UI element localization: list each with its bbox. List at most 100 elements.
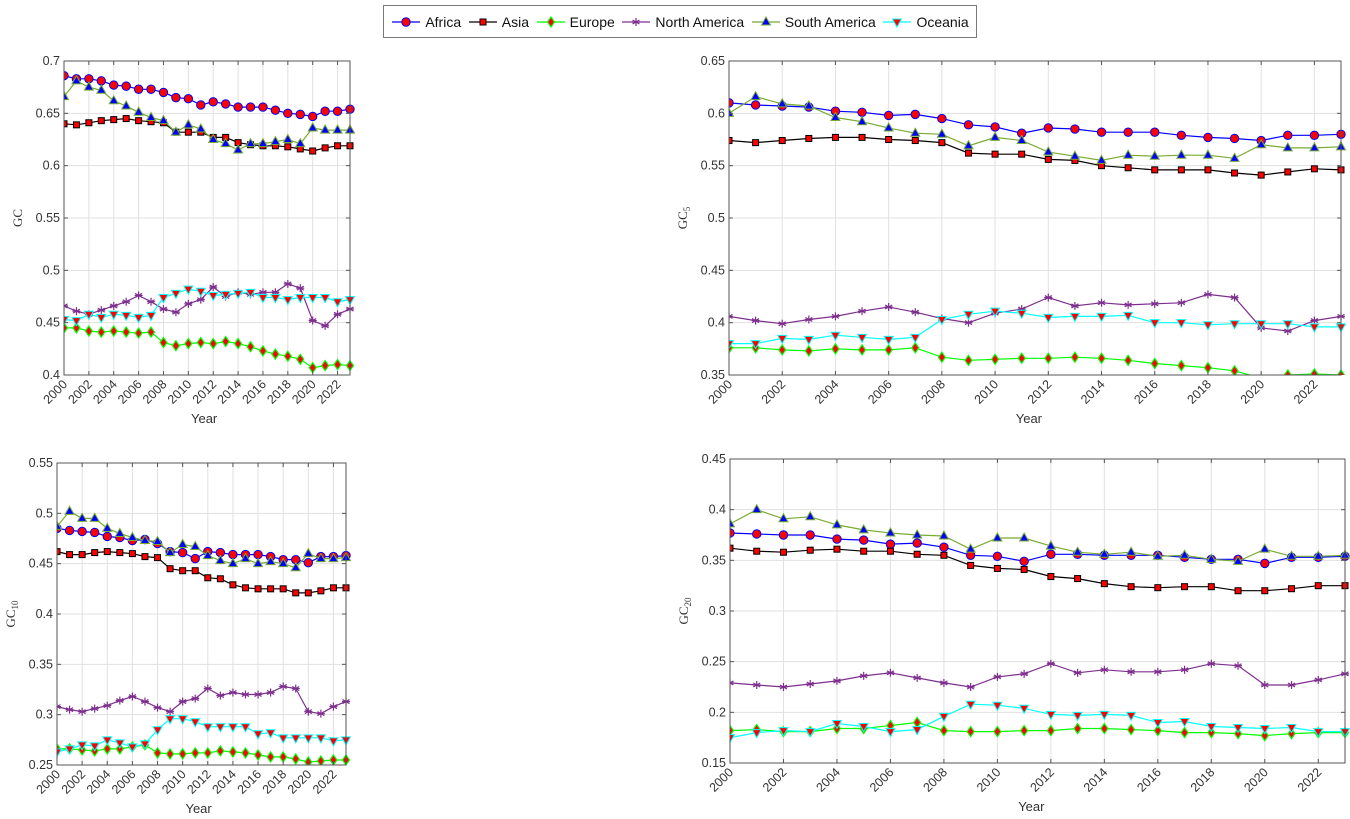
- data-point-south-america: [1122, 149, 1134, 159]
- data-point-north-america: [1150, 299, 1159, 308]
- y-tick-label: 0.35: [701, 368, 725, 382]
- series-line-south-america: [57, 510, 346, 569]
- y-tick-label: 0.45: [36, 316, 60, 330]
- series-group: [64, 70, 356, 374]
- data-point-asia: [1100, 580, 1108, 588]
- legend-swatch: [883, 18, 912, 28]
- data-point-south-america: [152, 535, 163, 546]
- data-point-south-america: [240, 552, 251, 563]
- data-point-south-america: [1179, 549, 1190, 559]
- data-point-europe: [221, 335, 230, 348]
- data-point-south-america: [751, 503, 763, 514]
- data-point-south-america: [127, 531, 138, 541]
- data-point-oceania: [170, 289, 182, 300]
- y-axis-label: GC: [10, 209, 25, 227]
- data-point-asia: [321, 144, 329, 152]
- y-tick-label: 0.55: [36, 211, 60, 225]
- y-tick-label: 0.3: [709, 604, 726, 618]
- data-point-oceania: [282, 296, 294, 306]
- data-point-oceania: [1282, 320, 1294, 330]
- data-point-africa: [910, 109, 920, 120]
- data-point-africa: [258, 102, 268, 112]
- data-point-europe: [1283, 368, 1293, 375]
- data-point-africa: [283, 108, 293, 119]
- data-point-asia: [329, 584, 337, 592]
- data-point-south-america: [830, 111, 841, 122]
- data-point-north-america: [859, 671, 868, 680]
- x-tick-label: 2002: [759, 377, 789, 407]
- data-point-oceania: [856, 333, 868, 344]
- x-tick-label: 2014: [1081, 765, 1111, 795]
- data-point-asia: [964, 149, 972, 157]
- data-point-oceania: [730, 734, 736, 744]
- data-point-europe: [171, 339, 181, 352]
- data-point-europe: [64, 321, 69, 334]
- data-point-south-america: [232, 143, 244, 154]
- data-point-north-america: [321, 321, 330, 330]
- series-line-africa: [729, 102, 1341, 142]
- data-point-africa: [228, 549, 238, 560]
- data-point-europe: [1044, 352, 1053, 365]
- x-tick-label: 2004: [814, 765, 844, 795]
- y-axis-label-main: GC: [675, 211, 690, 229]
- data-point-asia: [97, 117, 105, 125]
- data-point-oceania: [294, 294, 306, 304]
- data-point-africa: [805, 530, 815, 540]
- data-point-asia: [128, 550, 136, 558]
- series-line-europe: [64, 327, 350, 369]
- y-tick-label: 0.5: [36, 506, 53, 520]
- data-point-oceania: [1152, 718, 1164, 729]
- data-point-north-america: [128, 692, 137, 701]
- data-point-europe: [1097, 352, 1106, 365]
- data-point-south-america: [1175, 149, 1187, 159]
- data-point-south-america: [133, 106, 144, 116]
- data-point-oceania: [252, 730, 264, 740]
- data-point-south-america: [57, 520, 63, 530]
- data-point-oceania: [290, 734, 302, 744]
- series-line-oceania: [729, 310, 1341, 345]
- x-tick-label: 2014: [215, 377, 245, 407]
- data-point-europe: [241, 746, 250, 759]
- data-point-oceania: [1045, 710, 1057, 721]
- data-point-asia: [1284, 168, 1292, 176]
- data-point-africa: [64, 525, 75, 536]
- data-point-asia: [91, 549, 99, 557]
- legend-item-africa: Africa: [391, 14, 461, 30]
- data-point-africa: [1229, 133, 1240, 144]
- legend-marker-icon: [479, 18, 487, 25]
- data-point-asia: [1231, 169, 1239, 177]
- legend-label: Oceania: [916, 13, 969, 30]
- data-point-europe: [190, 746, 200, 759]
- data-point-south-america: [182, 118, 194, 129]
- data-point-europe: [911, 341, 920, 354]
- x-tick-label: 2006: [109, 767, 139, 797]
- data-point-south-america: [177, 538, 189, 549]
- data-point-north-america: [1097, 298, 1106, 307]
- data-point-south-america: [214, 554, 226, 565]
- data-point-oceania: [1072, 711, 1083, 722]
- data-point-africa: [89, 527, 100, 538]
- x-tick-label: 2012: [1027, 765, 1057, 795]
- x-tick-label: 2020: [1241, 765, 1271, 795]
- data-point-south-america: [245, 137, 256, 148]
- data-point-south-america: [803, 99, 815, 110]
- data-point-south-america: [277, 557, 289, 568]
- y-tick-label: 0.4: [43, 368, 60, 382]
- data-point-africa: [883, 110, 894, 121]
- data-point-africa: [857, 107, 867, 117]
- data-point-europe: [316, 754, 326, 765]
- data-point-oceania: [101, 736, 113, 746]
- data-point-europe: [304, 755, 313, 765]
- x-tick-label: 2004: [812, 377, 842, 407]
- data-point-africa: [858, 535, 869, 545]
- data-point-europe: [1230, 364, 1239, 375]
- data-point-asia: [805, 134, 813, 142]
- data-point-north-america: [78, 707, 87, 716]
- legend-item-north-america: North America: [621, 14, 744, 30]
- data-point-asia: [752, 139, 760, 147]
- data-point-south-america: [257, 137, 269, 148]
- series-line-africa: [64, 75, 350, 118]
- data-point-africa: [752, 529, 762, 539]
- x-tick-label: 2010: [974, 765, 1004, 795]
- data-point-asia: [753, 547, 761, 555]
